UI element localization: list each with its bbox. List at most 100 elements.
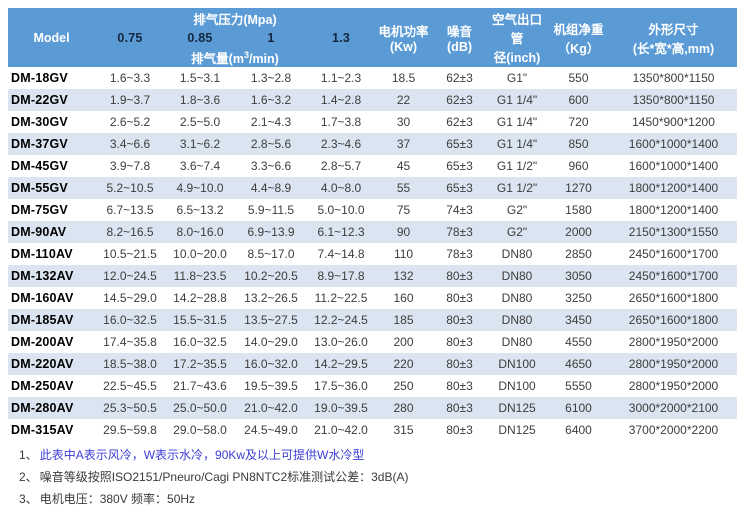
value-cell: 30 xyxy=(396,115,411,129)
value-cell: 220 xyxy=(393,357,414,371)
value-cell: 600 xyxy=(568,93,589,107)
value-cell: 12.2~24.5 xyxy=(314,313,368,327)
power-label-line2: (Kw) xyxy=(389,40,418,54)
value-cell: 10.0~20.0 xyxy=(173,247,227,261)
value-cell: 3050 xyxy=(565,269,592,283)
model-cell: DM-250AV xyxy=(11,379,74,393)
value-cell: 13.5~27.5 xyxy=(244,313,298,327)
value-cell: 200 xyxy=(393,335,414,349)
dimensions-label-line2: (长*宽*高,mm) xyxy=(632,41,715,56)
value-cell: 1600*1000*1400 xyxy=(628,159,719,173)
value-cell: 78±3 xyxy=(446,247,473,261)
value-cell: 29.5~59.8 xyxy=(103,423,157,437)
value-cell: 80±3 xyxy=(446,379,473,393)
model-cell: DM-18GV xyxy=(11,71,68,85)
table-body: DM-18GV 1.6~3.3 1.5~3.1 1.3~2.8 1.1~2.3 18.5 6… xyxy=(8,67,738,441)
model-cell: DM-110AV xyxy=(11,247,73,261)
pressure-value-1: 1 xyxy=(235,28,307,48)
value-cell: 62±3 xyxy=(446,93,473,107)
table-row: DM-37GV 3.4~6.6 3.1~6.2 2.8~5.6 2.3~4.6 37 65±… xyxy=(8,133,738,155)
col-header-outlet: 空气出口管 径(inch) xyxy=(487,8,548,67)
value-cell: 5.0~10.0 xyxy=(317,203,365,217)
value-cell: 132 xyxy=(393,269,414,283)
table-row: DM-110AV 10.5~21.5 10.0~20.0 8.5~17.0 7.4~14… xyxy=(8,243,737,265)
dimensions-label-line1: 外形尺寸 xyxy=(648,22,699,37)
value-cell: 18.5~38.0 xyxy=(103,357,157,371)
col-header-dimensions: 外形尺寸 (长*宽*高,mm) xyxy=(610,8,738,67)
footnote-2-text: 噪音等级按照ISO2151/Pneuro/Cagi PN8NTC2标准测试公差：… xyxy=(39,470,409,484)
value-cell: 3700*2000*2200 xyxy=(628,423,719,437)
value-cell: G1 1/2" xyxy=(496,181,538,195)
model-cell: DM-90AV xyxy=(11,225,67,239)
value-cell: 3000*2000*2100 xyxy=(628,401,719,415)
value-cell: 1800*1200*1400 xyxy=(628,181,719,195)
value-cell: 3250 xyxy=(565,291,592,305)
weight-label-line2: （Kg） xyxy=(557,41,600,56)
weight-label-line1: 机组净重 xyxy=(553,22,604,37)
model-cell: DM-132AV xyxy=(11,269,74,283)
value-cell: 11.2~22.5 xyxy=(314,291,368,305)
value-cell: 16.0~32.5 xyxy=(103,313,157,327)
value-cell: 19.0~39.5 xyxy=(314,401,368,415)
value-cell: 74±3 xyxy=(446,203,473,217)
value-cell: 5550 xyxy=(565,379,592,393)
model-cell: DM-200AV xyxy=(11,335,74,349)
value-cell: DN80 xyxy=(501,291,533,305)
table-row: DM-90AV 8.2~16.5 8.0~16.0 6.9~13.9 6.1~12.3 9… xyxy=(8,221,738,243)
value-cell: 24.5~49.0 xyxy=(244,423,298,437)
value-cell: 1450*900*1200 xyxy=(632,115,715,129)
value-cell: 8.5~17.0 xyxy=(247,247,295,261)
value-cell: 13.0~26.0 xyxy=(314,335,368,349)
value-cell: 8.9~17.8 xyxy=(317,269,365,283)
value-cell: 1.9~3.7 xyxy=(109,93,151,107)
value-cell: 29.0~58.0 xyxy=(173,423,227,437)
table-row: DM-75GV 6.7~13.5 6.5~13.2 5.9~11.5 5.0~10.0 7… xyxy=(8,199,737,221)
table-row: DM-22GV 1.9~3.7 1.8~3.6 1.6~3.2 1.4~2.8 22 62±… xyxy=(8,89,738,111)
value-cell: 80±3 xyxy=(446,401,473,415)
col-header-noise: 噪音 (dB) xyxy=(432,8,488,67)
value-cell: 16.0~32.5 xyxy=(173,335,227,349)
value-cell: G1 1/2" xyxy=(496,159,538,173)
value-cell: 14.5~29.0 xyxy=(103,291,157,305)
value-cell: 14.2~29.5 xyxy=(314,357,368,371)
value-cell: 80±3 xyxy=(446,335,473,349)
model-cell: DM-160AV xyxy=(11,291,74,305)
footnote-1-number: 1、 xyxy=(19,448,38,462)
value-cell: 2.8~5.7 xyxy=(320,159,362,173)
value-cell: 5.9~11.5 xyxy=(247,203,295,217)
table-row: DM-280AV 25.3~50.5 25.0~50.0 21.0~42.0 19.0~… xyxy=(8,397,738,419)
value-cell: 21.0~42.0 xyxy=(314,423,368,437)
value-cell: 850 xyxy=(568,137,589,151)
value-cell: 250 xyxy=(393,379,414,393)
value-cell: 1.6~3.2 xyxy=(250,93,292,107)
value-cell: 25.0~50.0 xyxy=(173,401,227,415)
col-header-pressure-group: 排气压力(Mpa) xyxy=(95,8,376,28)
value-cell: 1350*800*1150 xyxy=(632,93,715,107)
col-header-power: 电机功率 (Kw) xyxy=(375,8,433,67)
model-cell: DM-220AV xyxy=(11,357,74,371)
table-row: DM-55GV 5.2~10.5 4.9~10.0 4.4~8.9 4.0~8.0 55 6… xyxy=(8,177,738,199)
table-row: DM-132AV 12.0~24.5 11.8~23.5 10.2~20.5 8.9~1… xyxy=(8,265,738,287)
value-cell: 10.5~21.5 xyxy=(103,247,157,261)
outlet-label-line2: 径(inch) xyxy=(493,51,541,65)
value-cell: 80±3 xyxy=(446,291,473,305)
value-cell: 55 xyxy=(396,181,411,195)
value-cell: 37 xyxy=(396,137,411,151)
value-cell: 12.0~24.5 xyxy=(103,269,157,283)
pressure-value-13: 1.3 xyxy=(307,28,376,48)
footnote-1-text[interactable]: 此表中A表示风冷，W表示水冷，90Kw及以上可提供W水冷型 xyxy=(39,448,365,462)
model-cell: DM-185AV xyxy=(11,313,74,327)
value-cell: 17.2~35.5 xyxy=(173,357,227,371)
value-cell: 80±3 xyxy=(446,423,473,437)
value-cell: 22 xyxy=(396,93,411,107)
spec-table: Model 排气压力(Mpa) 电机功率 (Kw) 噪音 (dB) 空气出口管 … xyxy=(8,8,738,441)
value-cell: 25.3~50.5 xyxy=(103,401,157,415)
value-cell: 65±3 xyxy=(446,137,473,151)
value-cell: 2.3~4.6 xyxy=(320,137,362,151)
value-cell: 6.9~13.9 xyxy=(247,225,295,239)
value-cell: 1.8~3.6 xyxy=(179,93,221,107)
value-cell: 2000 xyxy=(565,225,592,239)
value-cell: 5.2~10.5 xyxy=(106,181,154,195)
value-cell: 16.0~32.0 xyxy=(244,357,298,371)
value-cell: 17.4~35.8 xyxy=(103,335,157,349)
